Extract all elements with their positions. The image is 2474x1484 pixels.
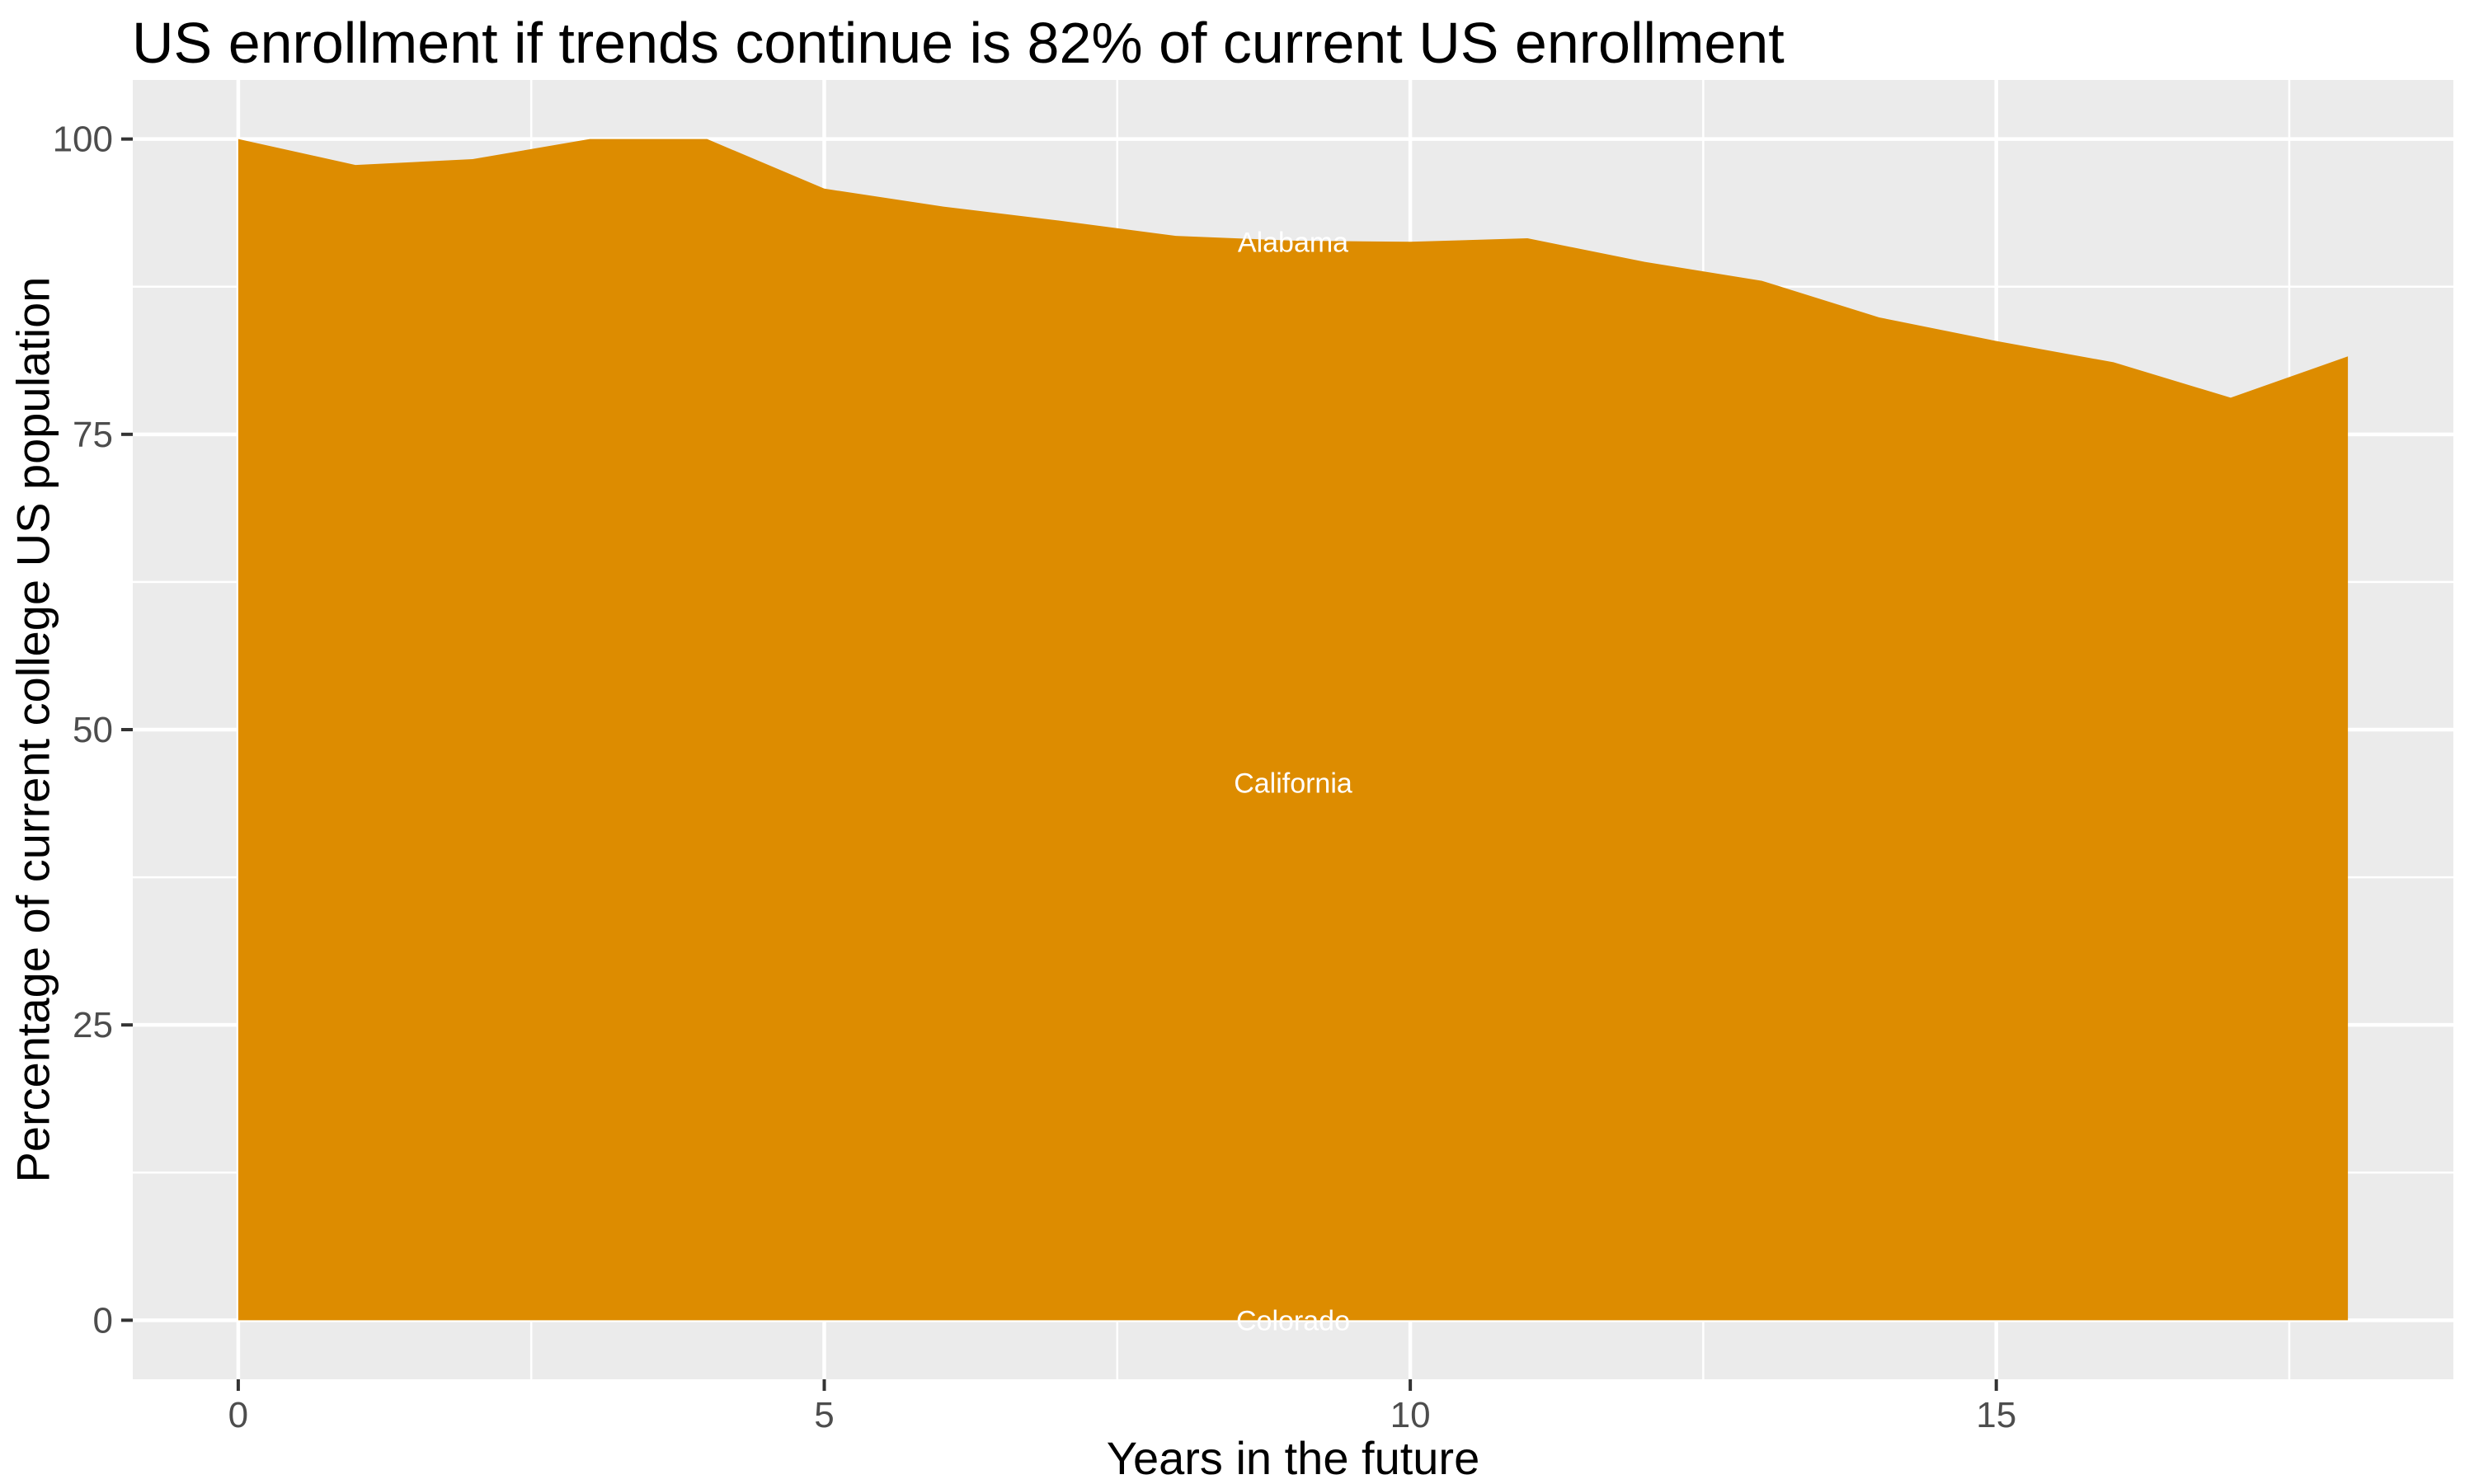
y-tick-label: 25 <box>73 1005 113 1045</box>
axis-tick-marks <box>121 137 1998 1391</box>
enrollment-area <box>238 139 2349 1321</box>
y-tick-label: 0 <box>93 1300 113 1341</box>
y-axis-title: Percentage of current college US populat… <box>7 276 59 1183</box>
x-axis-title: Years in the future <box>1106 1432 1480 1484</box>
x-tick-label: 5 <box>814 1395 834 1435</box>
y-tick-label: 50 <box>73 710 113 750</box>
y-tick-label: 100 <box>53 120 113 160</box>
state-label: Alabama <box>1238 227 1348 258</box>
x-tick-label: 10 <box>1390 1395 1431 1435</box>
axis-tick-labels: 0 5 10 15 0 25 50 75 100 <box>53 120 2017 1435</box>
y-tick-label: 75 <box>73 415 113 455</box>
x-tick-label: 0 <box>228 1395 248 1435</box>
chart-title: US enrollment if trends continue is 82% … <box>132 11 1785 75</box>
x-tick-label: 15 <box>1976 1395 2016 1435</box>
area-series <box>238 139 2349 1321</box>
state-label: California <box>1234 768 1352 799</box>
state-label: Colorado <box>1236 1305 1350 1336</box>
area-labels: Alabama California Colorado <box>1234 227 1352 1336</box>
